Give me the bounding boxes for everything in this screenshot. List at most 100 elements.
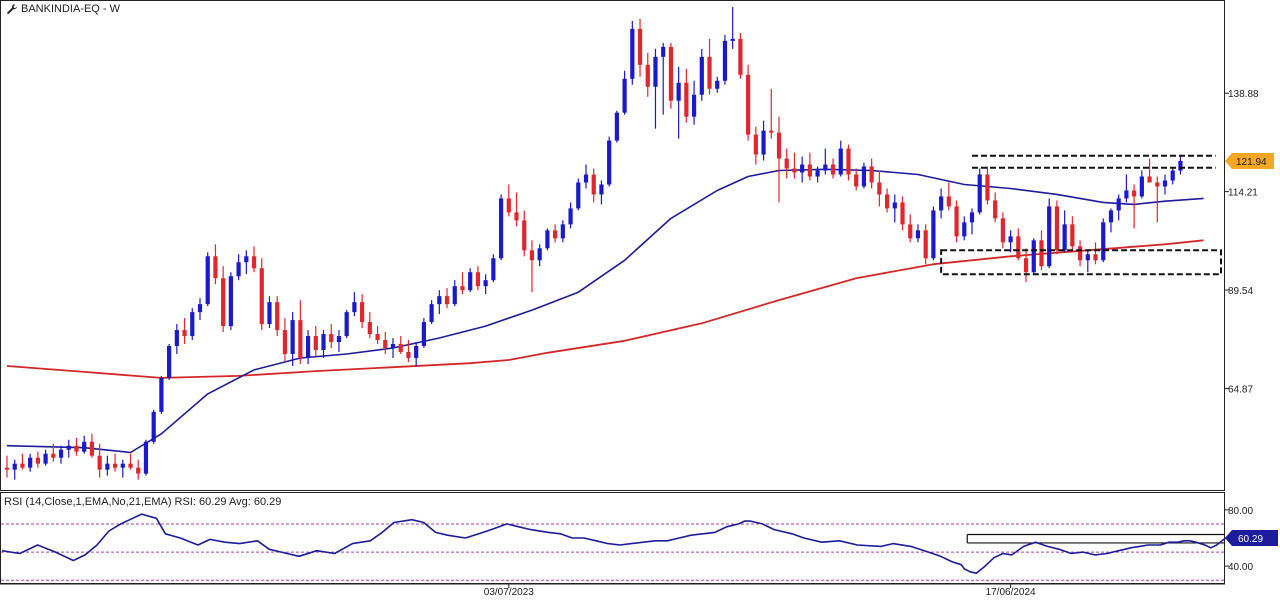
candle-body: [884, 194, 890, 209]
candle-body: [753, 134, 758, 155]
candle: [259, 258, 264, 331]
candle: [1132, 184, 1137, 229]
candle: [661, 42, 666, 115]
candle-body: [661, 46, 666, 57]
candle: [305, 330, 311, 364]
candle: [637, 18, 643, 77]
candle-body: [823, 164, 828, 171]
candle: [946, 182, 951, 211]
candle: [313, 326, 318, 356]
candle: [583, 164, 589, 189]
candle: [112, 453, 118, 472]
candle: [645, 52, 650, 97]
candle-body: [1070, 224, 1075, 247]
candle-body: [761, 130, 766, 155]
candle-body: [12, 463, 17, 470]
candle: [282, 318, 288, 362]
candle-body: [784, 158, 789, 169]
candle-body: [769, 130, 774, 133]
candle-body: [715, 80, 720, 89]
candle: [74, 437, 79, 456]
candle-body: [807, 164, 812, 177]
candle-body: [414, 346, 419, 358]
rsi-indicator-label: RSI (14,Close,1,EMA,No,21,EMA) RSI: 60.2…: [4, 496, 282, 508]
candle: [28, 453, 33, 472]
rsi-value-badge: [1225, 530, 1278, 546]
candle-body: [74, 445, 79, 452]
candle-body: [259, 268, 264, 325]
candle-body: [553, 230, 558, 239]
candle-body: [684, 82, 689, 117]
candle-body: [375, 334, 380, 341]
candle-body: [383, 340, 388, 349]
candle-body: [1108, 210, 1114, 223]
candle: [576, 178, 581, 211]
candle: [1178, 156, 1183, 175]
candle: [653, 48, 658, 129]
candle-body: [20, 463, 25, 468]
candle: [228, 272, 233, 331]
candle-body: [120, 463, 125, 468]
candle-body: [321, 334, 326, 351]
candle-body: [367, 322, 372, 335]
candle: [82, 435, 87, 454]
candle: [553, 224, 558, 243]
candle: [730, 6, 735, 49]
candle-body: [1132, 190, 1137, 197]
candle-body: [28, 457, 33, 468]
candle-body: [205, 256, 210, 305]
candle-body: [352, 302, 357, 313]
candle-body: [722, 40, 728, 81]
candle: [221, 266, 226, 333]
candle-body: [491, 258, 496, 281]
candle: [761, 120, 766, 161]
candle: [529, 240, 535, 293]
candle-body: [421, 322, 426, 347]
candle: [190, 308, 195, 341]
candle: [1093, 242, 1098, 265]
candle-body: [483, 280, 488, 287]
candle-body: [236, 262, 241, 277]
candle: [792, 152, 797, 179]
price-panel-frame: [0, 0, 1225, 491]
candle-body: [298, 320, 303, 358]
candle: [684, 68, 689, 123]
candle: [939, 188, 944, 219]
candle-body: [360, 302, 365, 323]
candle-body: [645, 64, 650, 87]
candle-body: [591, 174, 596, 195]
candle: [969, 208, 975, 235]
candle: [4, 455, 10, 478]
candle: [1016, 228, 1021, 261]
candle: [699, 48, 704, 101]
candle-body: [498, 198, 504, 259]
candle: [35, 451, 40, 468]
candle-body: [344, 312, 349, 337]
candle: [197, 298, 203, 321]
candle-body: [568, 208, 573, 225]
wrench-icon[interactable]: [6, 3, 18, 15]
candle: [591, 168, 596, 203]
candle: [344, 310, 349, 339]
candle: [1108, 208, 1114, 233]
candle: [1085, 250, 1090, 273]
candle: [1008, 230, 1013, 253]
candle: [1054, 200, 1060, 255]
ema-short-layer: [6, 168, 1204, 454]
candle-body: [282, 330, 288, 354]
candle: [738, 32, 743, 79]
candle: [506, 184, 511, 217]
candle: [753, 126, 758, 165]
candle: [830, 158, 836, 179]
candle-body: [908, 224, 913, 239]
candle: [375, 326, 380, 345]
candle-body: [614, 112, 619, 141]
candle-body: [43, 453, 48, 464]
candle: [1077, 240, 1083, 267]
candle: [213, 244, 218, 285]
chart-header: BANKINDIA-EQ - W: [6, 3, 120, 15]
candle-body: [1085, 254, 1090, 261]
candle: [877, 170, 882, 207]
candle: [568, 202, 573, 229]
